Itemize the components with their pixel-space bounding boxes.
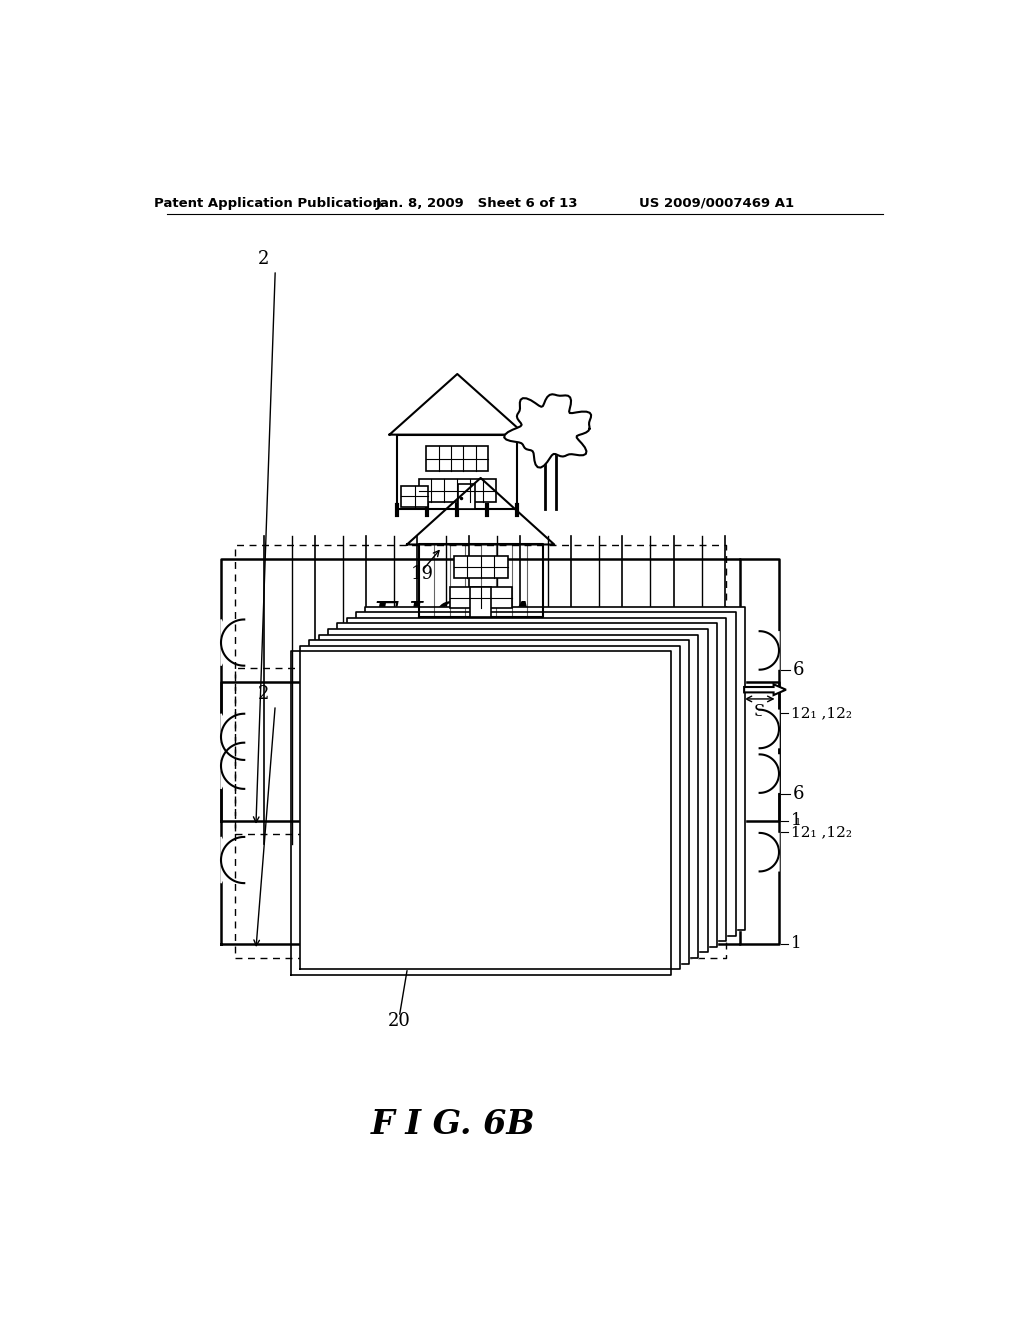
Text: 2: 2 <box>258 685 269 702</box>
Polygon shape <box>221 682 740 944</box>
Polygon shape <box>221 619 245 665</box>
Polygon shape <box>346 618 726 941</box>
Bar <box>450 587 512 609</box>
Polygon shape <box>221 558 740 821</box>
Text: 1: 1 <box>791 812 801 829</box>
Text: 19: 19 <box>411 565 434 583</box>
Polygon shape <box>337 623 717 946</box>
Polygon shape <box>504 395 591 467</box>
Text: F I G. 6B: F I G. 6B <box>371 1109 536 1142</box>
Text: 6: 6 <box>793 661 805 680</box>
Text: 6: 6 <box>793 784 805 803</box>
Text: US 2009/0007469 A1: US 2009/0007469 A1 <box>639 197 795 210</box>
Text: 1: 1 <box>795 818 801 828</box>
Polygon shape <box>328 630 708 953</box>
Polygon shape <box>309 640 689 964</box>
Polygon shape <box>740 682 779 944</box>
Polygon shape <box>221 743 245 789</box>
Bar <box>419 479 496 503</box>
Polygon shape <box>356 612 735 936</box>
FancyArrow shape <box>744 684 786 696</box>
Text: 20: 20 <box>388 1012 411 1030</box>
Bar <box>470 587 492 616</box>
Polygon shape <box>760 631 779 669</box>
Text: Patent Application Publication: Patent Application Publication <box>154 197 381 210</box>
Polygon shape <box>366 607 744 931</box>
Polygon shape <box>760 833 779 871</box>
Polygon shape <box>318 635 698 958</box>
Text: F I G. 6A: F I G. 6A <box>373 601 535 634</box>
Text: 1: 1 <box>791 936 801 952</box>
Text: 12₁ ,12₂: 12₁ ,12₂ <box>791 825 852 840</box>
Polygon shape <box>300 645 680 969</box>
Bar <box>426 446 488 471</box>
Polygon shape <box>760 755 779 793</box>
Bar <box>458 484 475 508</box>
Text: Jan. 8, 2009   Sheet 6 of 13: Jan. 8, 2009 Sheet 6 of 13 <box>376 197 578 210</box>
Text: 12₁ ,12₂: 12₁ ,12₂ <box>791 706 852 719</box>
Polygon shape <box>760 710 779 748</box>
Text: S: S <box>754 702 765 719</box>
Bar <box>401 486 428 507</box>
Polygon shape <box>221 837 245 883</box>
Polygon shape <box>740 558 779 821</box>
Polygon shape <box>221 714 245 760</box>
Text: 2: 2 <box>258 249 269 268</box>
Bar <box>454 556 508 578</box>
